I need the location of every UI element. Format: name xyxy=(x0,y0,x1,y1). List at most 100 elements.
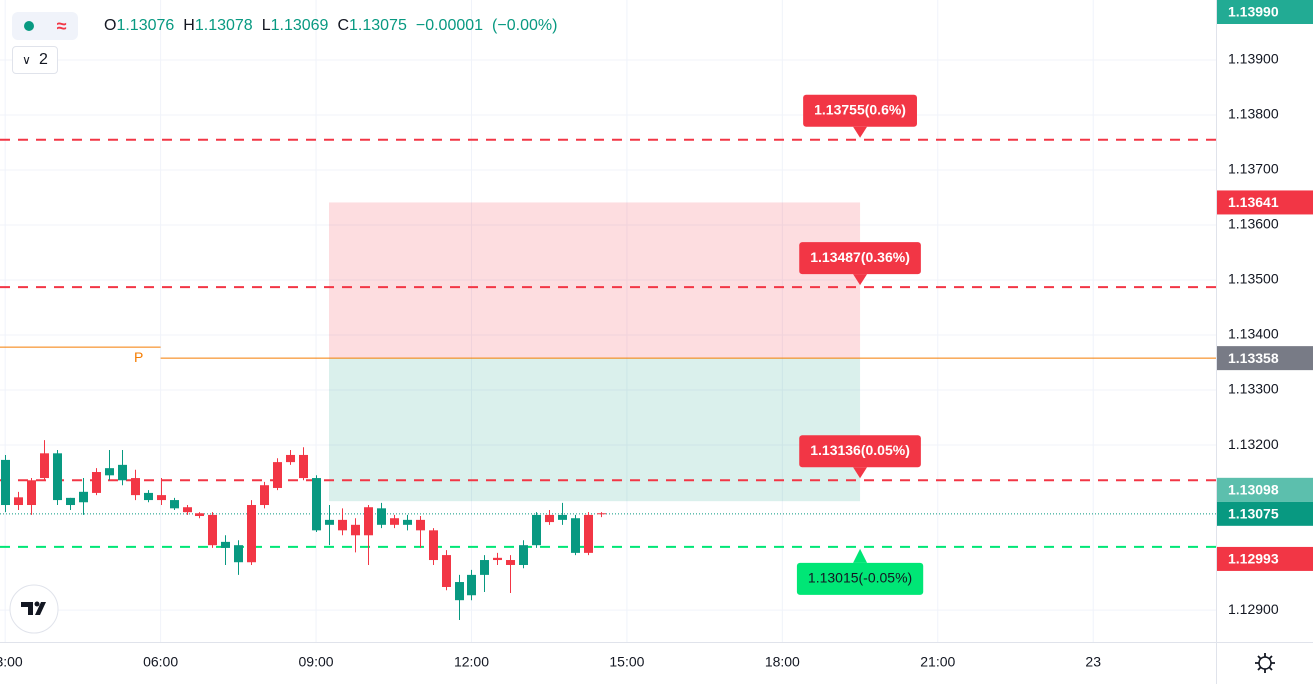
price-badge xyxy=(1217,501,1313,526)
price-badge xyxy=(1217,0,1313,24)
candle-body xyxy=(571,518,580,553)
candle-body xyxy=(66,497,75,506)
price-badge-label: 1.13098 xyxy=(1228,482,1279,498)
candle-body xyxy=(131,478,140,496)
series-status[interactable]: ≈ xyxy=(12,12,78,40)
indicator-toggle[interactable]: ∨ 2 xyxy=(12,46,58,74)
close-key: C xyxy=(337,17,350,34)
level-label: 1.13755(0.6%) xyxy=(803,94,917,138)
level-label-pointer xyxy=(853,126,868,138)
price-badge xyxy=(1217,546,1313,571)
logo-circle xyxy=(9,584,59,634)
y-tick-label: 1.13400 xyxy=(1228,326,1279,342)
candle-body xyxy=(545,514,554,523)
level-label-pointer xyxy=(853,467,868,479)
low-field: L1.13069 xyxy=(262,17,329,35)
x-tick-label: 12:00 xyxy=(454,654,489,670)
price-badge-label: 1.12993 xyxy=(1228,551,1279,567)
candle-body xyxy=(105,468,114,476)
candle-body xyxy=(429,530,438,561)
candle-body xyxy=(183,507,192,513)
price-badge-label: 1.13075 xyxy=(1228,506,1279,522)
candle-body xyxy=(273,462,282,488)
candle-body xyxy=(390,518,399,525)
level-label: 1.13015(-0.05%) xyxy=(796,548,924,595)
candle-body xyxy=(208,514,217,546)
close-field: C1.13075 xyxy=(337,17,406,35)
candle-body xyxy=(455,582,464,601)
high-key: H xyxy=(183,17,195,34)
candle-body xyxy=(338,519,347,531)
candle-body xyxy=(584,514,593,553)
high-value: 1.13078 xyxy=(194,17,253,34)
x-tick-label: 23 xyxy=(1085,654,1101,670)
price-badge xyxy=(1217,477,1313,502)
x-tick-label: 15:00 xyxy=(609,654,644,670)
y-tick-label: 1.13700 xyxy=(1228,161,1279,177)
y-tick-label: 1.13300 xyxy=(1228,381,1279,397)
price-badge-label: 1.13990 xyxy=(1228,4,1279,20)
candle-body xyxy=(195,513,204,517)
candle-body xyxy=(558,514,567,520)
candle-body xyxy=(170,500,179,509)
level-label-pointer xyxy=(853,274,868,286)
level-label-text: 1.13755(0.6%) xyxy=(814,101,906,117)
y-tick-label: 1.13600 xyxy=(1228,216,1279,232)
candle-body xyxy=(312,478,321,531)
position-target-zone xyxy=(328,358,861,502)
candle-body xyxy=(221,541,230,548)
level-label-text: 1.13487(0.36%) xyxy=(810,249,910,265)
candle-body xyxy=(532,514,541,546)
candle-body xyxy=(27,480,36,506)
axes: 1.12900 1.13200 1.13300 1.13400 1.13500 1.136… xyxy=(0,0,1313,670)
x-tick-label: 18:00 xyxy=(765,654,800,670)
candle-body xyxy=(40,453,49,479)
level-label: 1.13136(0.05%) xyxy=(799,435,921,479)
candle-body xyxy=(53,453,62,501)
overlay: 1.13755(0.6%) 1.13487(0.36%) 1.13136(0.05%… xyxy=(796,94,924,595)
status-dot xyxy=(23,21,34,31)
x-tick-label: 21:00 xyxy=(920,654,955,670)
plot-area: P xyxy=(0,138,1216,620)
tv-logo xyxy=(9,584,59,634)
x-tick-label: 06:00 xyxy=(143,654,178,670)
level-label-box xyxy=(799,435,921,468)
chevron: ∨ xyxy=(22,53,31,67)
candle-body xyxy=(442,555,451,587)
candle-body xyxy=(286,454,295,463)
level-label: 1.13487(0.36%) xyxy=(799,242,921,286)
candle-body xyxy=(118,464,127,481)
candle-body xyxy=(480,560,489,575)
gear-teeth xyxy=(1255,653,1275,673)
candle-body xyxy=(351,524,360,536)
level-label-box xyxy=(796,562,924,595)
candle-body xyxy=(416,519,425,531)
y-tick-label: 1.12900 xyxy=(1228,601,1279,617)
candle-body xyxy=(597,513,606,515)
level-label-text: 1.13136(0.05%) xyxy=(810,442,910,458)
low-value: 1.13069 xyxy=(270,17,329,34)
x-tick-label: 09:00 xyxy=(299,654,334,670)
x-tick-label: 03:00 xyxy=(0,654,23,670)
price-badge xyxy=(1217,190,1313,215)
level-label-pointer xyxy=(853,548,868,563)
level-label-text: 1.13015(-0.05%) xyxy=(808,570,912,586)
low-key: L xyxy=(261,17,271,34)
level-label-box xyxy=(803,94,917,127)
settings-gear[interactable] xyxy=(1255,653,1275,673)
candle-body xyxy=(14,497,23,506)
candle-body xyxy=(403,519,412,525)
price-badge-label: 1.13358 xyxy=(1228,350,1279,366)
candle-body xyxy=(1,459,10,506)
y-tick-label: 1.13900 xyxy=(1228,51,1279,67)
candle-body xyxy=(247,505,256,563)
close-value: 1.13075 xyxy=(349,17,407,34)
grid xyxy=(0,0,1216,642)
y-tick-label: 1.13800 xyxy=(1228,106,1279,122)
gear-ring xyxy=(1258,656,1272,670)
candle-body xyxy=(364,507,373,536)
candle-body xyxy=(493,557,502,561)
price-badge-label: 1.13641 xyxy=(1228,194,1279,210)
